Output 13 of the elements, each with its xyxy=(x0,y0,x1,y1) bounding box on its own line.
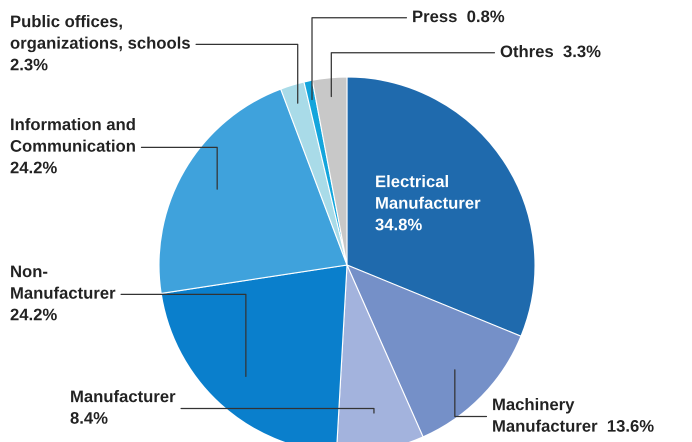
data-label: 24.2% xyxy=(10,162,57,174)
data-label: 8.4% xyxy=(70,412,108,424)
slice-label: Information and Communication xyxy=(10,118,135,152)
slice-label: Press 0.8% xyxy=(413,10,504,22)
data-label: 2.3% xyxy=(10,58,48,70)
slice-label: Manufacturer xyxy=(71,390,176,402)
slice-label: Electrical Manufacturer xyxy=(376,175,480,209)
data-label: 24.2% xyxy=(10,308,57,320)
slice-label: Machinery Manufacturer 13.6% xyxy=(493,398,654,432)
slice-label: Public offices, organizations, schools xyxy=(10,15,190,52)
slice-label: Non- Manufacturer xyxy=(11,266,116,299)
data-label: 34.8% xyxy=(375,218,422,230)
slice-label: Othres 3.3% xyxy=(500,45,601,58)
